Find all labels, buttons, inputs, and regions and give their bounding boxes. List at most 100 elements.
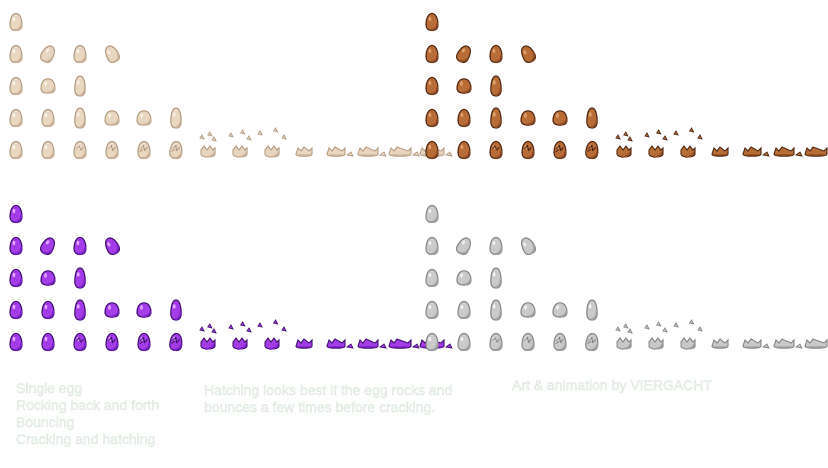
egg-row-rocking [9, 236, 121, 256]
egg-frame-brown-rocking-3 [489, 44, 503, 64]
egg-frame-purple-hatching-11 [326, 338, 354, 349]
egg-frame-gray-hatching-12 [773, 338, 803, 349]
egg-block-gray [425, 204, 828, 352]
egg-frame-gray-rocking-3 [489, 236, 503, 256]
egg-row-bouncing [425, 75, 502, 97]
egg-frame-brown-hatching-7 [615, 131, 633, 158]
egg-frame-cream-rocking-3 [73, 44, 87, 64]
egg-frame-cream-hatching-5 [137, 140, 151, 160]
egg-frame-gray-hatching-5 [553, 332, 567, 352]
egg-frame-gray-hatching-9 [673, 319, 703, 350]
egg-frame-cream-bounce-long-3 [74, 107, 86, 129]
egg-frame-purple-hatching-8 [228, 321, 252, 350]
egg-frame-brown-bounce-long-5 [552, 110, 568, 126]
egg-frame-cream-rocking-2 [39, 45, 55, 64]
egg-frame-gray-hatching-8 [644, 321, 668, 350]
egg-frame-purple-bounce-long-1 [9, 300, 23, 320]
egg-frame-purple-hatching-3 [73, 332, 87, 352]
egg-frame-purple-bounce-long-6 [170, 299, 182, 321]
egg-frame-gray-bounce-long-3 [490, 299, 502, 321]
legend-line-hatching: Cracking and hatching [16, 431, 156, 447]
egg-frame-brown-rocking-1 [425, 44, 439, 64]
egg-frame-cream-bounce-long-4 [104, 110, 120, 126]
egg-row-single [9, 12, 23, 32]
egg-frame-brown-single-1 [425, 12, 439, 32]
egg-frame-cream-hatching-11 [326, 146, 354, 157]
egg-frame-gray-rocking-2 [455, 237, 471, 256]
egg-row-rocking [425, 44, 537, 64]
egg-frame-brown-hatching-1 [425, 140, 439, 160]
egg-frame-cream-bounce-long-5 [136, 110, 152, 126]
egg-frame-cream-bounce-long-6 [170, 107, 182, 129]
egg-frame-brown-hatching-9 [673, 127, 703, 158]
egg-frame-gray-hatching-4 [521, 332, 535, 352]
egg-frame-purple-bouncing-3 [74, 267, 86, 289]
egg-row-hatching [425, 127, 828, 160]
egg-frame-brown-bounce-long-1 [425, 108, 439, 128]
egg-frame-gray-rocking-1 [425, 236, 439, 256]
egg-row-hatching [425, 319, 828, 352]
egg-row-bouncing [9, 267, 86, 289]
egg-frame-purple-hatching-13 [388, 338, 420, 349]
egg-frame-brown-hatching-8 [644, 129, 668, 158]
egg-row-bouncing [425, 267, 502, 289]
egg-frame-cream-bounce-long-2 [41, 108, 55, 128]
egg-frame-purple-hatching-7 [199, 323, 217, 350]
egg-frame-brown-rocking-4 [521, 45, 537, 64]
egg-frame-brown-hatching-12 [773, 146, 803, 157]
egg-frame-gray-bounce-long-2 [457, 300, 471, 320]
egg-frame-brown-hatching-5 [553, 140, 567, 160]
tip-caption: Hatching looks best if the egg rocks and… [204, 382, 453, 416]
egg-frame-cream-hatching-2 [41, 140, 55, 160]
egg-frame-gray-hatching-13 [804, 338, 828, 349]
egg-frame-brown-bounce-long-3 [490, 107, 502, 129]
egg-frame-brown-rocking-2 [455, 45, 471, 64]
egg-frame-brown-hatching-4 [521, 140, 535, 160]
egg-frame-cream-hatching-1 [9, 140, 23, 160]
egg-frame-purple-rocking-4 [105, 237, 121, 256]
egg-frame-purple-hatching-2 [41, 332, 55, 352]
egg-frame-purple-hatching-12 [357, 338, 387, 349]
egg-row-rocking [9, 44, 121, 64]
egg-frame-gray-hatching-1 [425, 332, 439, 352]
credit-caption: Art & animation by VIERGACHT [512, 377, 712, 394]
egg-frame-purple-hatching-4 [105, 332, 119, 352]
egg-frame-cream-hatching-10 [295, 146, 313, 157]
egg-frame-brown-hatching-13 [804, 146, 828, 157]
egg-frame-brown-hatching-3 [489, 140, 503, 160]
egg-frame-brown-bouncing-3 [490, 75, 502, 97]
egg-frame-gray-hatching-11 [742, 338, 770, 349]
egg-frame-gray-bouncing-3 [490, 267, 502, 289]
egg-frame-purple-hatching-5 [137, 332, 151, 352]
egg-frame-gray-bounce-long-6 [586, 299, 598, 321]
egg-row-bounce-long [425, 107, 598, 129]
egg-frame-purple-bouncing-1 [9, 268, 23, 288]
egg-frame-cream-hatching-4 [105, 140, 119, 160]
egg-row-bounce-long [9, 299, 182, 321]
legend-caption: Single egg Rocking back and forth Bounci… [16, 380, 160, 448]
egg-frame-cream-rocking-1 [9, 44, 23, 64]
egg-frame-gray-hatching-6 [585, 332, 599, 352]
egg-frame-brown-bounce-long-4 [520, 110, 536, 126]
egg-frame-cream-rocking-4 [105, 45, 121, 64]
egg-frame-brown-hatching-6 [585, 140, 599, 160]
egg-frame-purple-hatching-6 [169, 332, 183, 352]
credit-text: Art & animation by VIERGACHT [512, 377, 712, 393]
egg-row-single [9, 204, 23, 224]
legend-line-rocking: Rocking back and forth [16, 397, 160, 413]
egg-row-rocking [425, 236, 537, 256]
egg-frame-gray-bounce-long-4 [520, 302, 536, 318]
egg-frame-brown-hatching-2 [457, 140, 471, 160]
egg-frame-purple-hatching-9 [257, 319, 287, 350]
egg-frame-gray-bouncing-1 [425, 268, 439, 288]
egg-frame-cream-hatching-7 [199, 131, 217, 158]
egg-frame-cream-bounce-long-1 [9, 108, 23, 128]
tip-line-1: Hatching looks best if the egg rocks and [204, 382, 453, 398]
egg-frame-gray-bounce-long-5 [552, 302, 568, 318]
egg-frame-brown-hatching-10 [711, 146, 729, 157]
egg-block-purple [9, 204, 453, 352]
egg-frame-cream-hatching-12 [357, 146, 387, 157]
egg-frame-gray-hatching-2 [457, 332, 471, 352]
egg-frame-purple-hatching-10 [295, 338, 313, 349]
